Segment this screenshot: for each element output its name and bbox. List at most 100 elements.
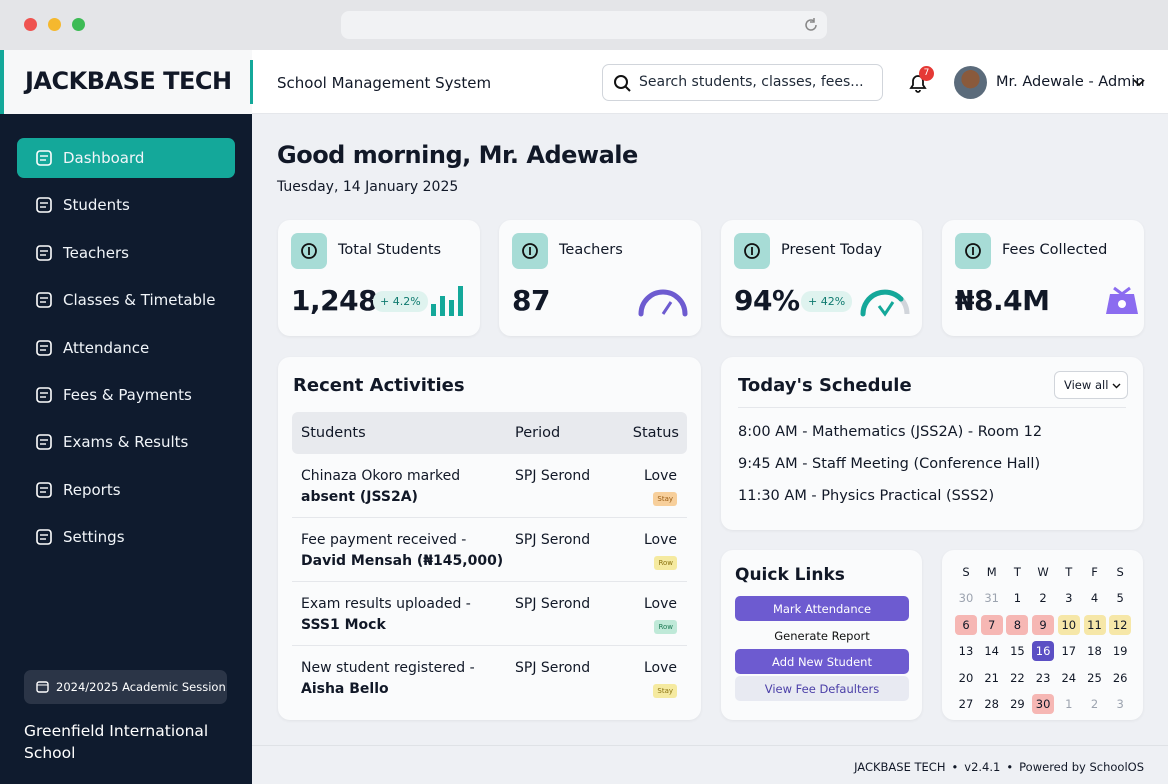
calendar-day[interactable]: 27 — [958, 697, 974, 711]
calendar-day[interactable]: 3 — [1065, 591, 1073, 605]
activities-card: Recent Activities Students Period Status Ch… — [278, 357, 701, 720]
nav-item[interactable]: Reports — [17, 470, 235, 510]
nav-item[interactable]: Teachers — [17, 233, 235, 273]
quick-link[interactable]: Mark Attendance — [735, 596, 909, 621]
calendar-day[interactable]: 25 — [1087, 670, 1102, 685]
notification-count: 7 — [919, 66, 934, 81]
nav-icon — [36, 197, 52, 214]
user-menu[interactable]: Mr. Adewale - Admin — [996, 74, 1145, 90]
activity-subject: SSS1 Mock — [301, 617, 386, 633]
nav-item[interactable]: Settings — [17, 517, 235, 557]
view-all-button[interactable]: View all — [1054, 371, 1128, 399]
schedule-item: 8:00 AM - Mathematics (JSS2A) - Room 12 — [738, 424, 1043, 440]
calendar-day[interactable]: 5 — [1116, 591, 1124, 605]
calendar-day[interactable]: 1 — [1013, 591, 1022, 605]
nav-item[interactable]: Dashboard — [17, 138, 235, 178]
stat-graphic — [1106, 286, 1138, 314]
calendar-day[interactable]: 2 — [1039, 591, 1047, 605]
calendar-day[interactable]: 28 — [984, 697, 999, 711]
greeting: Good morning, Mr. Adewale — [277, 141, 638, 169]
column-header: Period — [515, 425, 561, 441]
stat-label: Teachers — [559, 242, 623, 258]
calendar-day[interactable]: 18 — [1087, 644, 1102, 658]
calendar-day[interactable]: 10 — [1057, 614, 1080, 635]
calendar-day[interactable]: 2 — [1090, 697, 1099, 711]
weekday: T — [1065, 565, 1073, 579]
activity-subject: absent (JSS2A) — [301, 489, 418, 505]
calendar-day[interactable]: 7 — [980, 614, 1003, 635]
weekday: W — [1037, 565, 1049, 579]
stat-value: 1,248 — [291, 284, 378, 317]
calendar-day[interactable]: 3 — [1116, 697, 1124, 711]
period: SPJ Serond — [515, 532, 591, 548]
calendar-day[interactable]: 12 — [1109, 614, 1132, 635]
footer-item: Powered by SchoolOS — [1019, 760, 1144, 774]
icon-glyph — [744, 243, 760, 259]
stat-card: Teachers 87 — [499, 220, 701, 336]
quick-link[interactable]: Generate Report — [774, 628, 870, 643]
avatar[interactable] — [954, 66, 987, 99]
quick-link[interactable]: Add New Student — [735, 649, 909, 674]
schedule-card: Today's Schedule View all 8:00 AM - Math… — [721, 357, 1143, 530]
calendar-day[interactable]: 4 — [1090, 591, 1099, 605]
quick-link[interactable]: View Fee Defaulters — [735, 675, 909, 701]
nav-item[interactable]: Students — [17, 185, 235, 225]
calendar-day[interactable]: 14 — [984, 644, 999, 658]
nav-item[interactable]: Classes & Timetable — [17, 280, 235, 320]
separator: • — [951, 760, 959, 774]
calendar-day[interactable]: 16 — [1032, 641, 1055, 661]
calendar-day[interactable]: 30 — [958, 591, 974, 605]
address-bar[interactable] — [341, 11, 827, 39]
nav-icon — [36, 292, 52, 308]
maximize-button[interactable] — [72, 18, 85, 31]
footer: JACKBASE TECH • v2.4.1 • Powered by SchoolOS — [854, 760, 1144, 774]
nav-item[interactable]: Exams & Results — [17, 422, 235, 462]
notification-bell[interactable] — [907, 72, 929, 94]
calendar-day[interactable]: 31 — [984, 591, 999, 605]
minimize-button[interactable] — [48, 18, 61, 31]
calendar-day[interactable]: 9 — [1032, 614, 1055, 635]
stat-icon — [512, 233, 548, 269]
calendar-day[interactable]: 11 — [1083, 614, 1106, 635]
stat-icon — [291, 233, 327, 269]
stat-card: Fees Collected ₦8.4M — [942, 220, 1144, 336]
calendar-day[interactable]: 6 — [955, 614, 977, 635]
nav-icon — [36, 150, 52, 166]
calendar-day[interactable]: 22 — [1010, 670, 1025, 685]
card-title: Recent Activities — [293, 375, 465, 396]
activity-subject: Aisha Bello — [301, 681, 389, 697]
calendar-day[interactable]: 20 — [958, 670, 974, 685]
brand: JACKBASE TECH — [0, 50, 252, 114]
calendar-day[interactable]: 15 — [1010, 644, 1025, 658]
calendar-day[interactable]: 24 — [1061, 670, 1077, 685]
reload-icon[interactable] — [803, 17, 819, 33]
table-header — [292, 412, 687, 454]
calendar-day[interactable]: 23 — [1035, 670, 1051, 685]
calendar-day[interactable]: 1 — [1065, 697, 1073, 711]
calendar-day[interactable]: 19 — [1112, 644, 1128, 658]
chevron[interactable] — [1133, 79, 1145, 87]
divider — [250, 60, 253, 104]
calendar-day[interactable]: 30 — [1032, 694, 1055, 714]
calendar-day[interactable]: 21 — [984, 670, 999, 685]
search-box[interactable]: Search students, classes, fees... — [602, 64, 883, 101]
calendar-day[interactable]: 8 — [1006, 614, 1029, 635]
nav-label: Reports — [63, 480, 121, 499]
nav-icon — [36, 529, 52, 545]
weekday: F — [1091, 565, 1098, 579]
close-button[interactable] — [24, 18, 37, 31]
calendar-day[interactable]: 26 — [1112, 670, 1128, 685]
calendar-day[interactable]: 29 — [1010, 697, 1025, 711]
stat-value: 87 — [512, 284, 550, 317]
divider — [738, 407, 1126, 408]
table-row: Chinaza Okoro marked absent (JSS2A) SPJ Se… — [292, 454, 687, 518]
table-row: Fee payment received - David Mensah (₦145… — [292, 518, 687, 582]
chevron — [1112, 383, 1121, 389]
calendar-icon — [36, 681, 49, 693]
nav-item[interactable]: Fees & Payments — [17, 375, 235, 415]
calendar-day[interactable]: 17 — [1061, 644, 1077, 658]
nav-item[interactable]: Attendance — [17, 328, 235, 368]
calendar-day[interactable]: 13 — [958, 644, 974, 658]
nav-label: Teachers — [63, 243, 129, 262]
activity-text: New student registered - — [301, 660, 475, 676]
